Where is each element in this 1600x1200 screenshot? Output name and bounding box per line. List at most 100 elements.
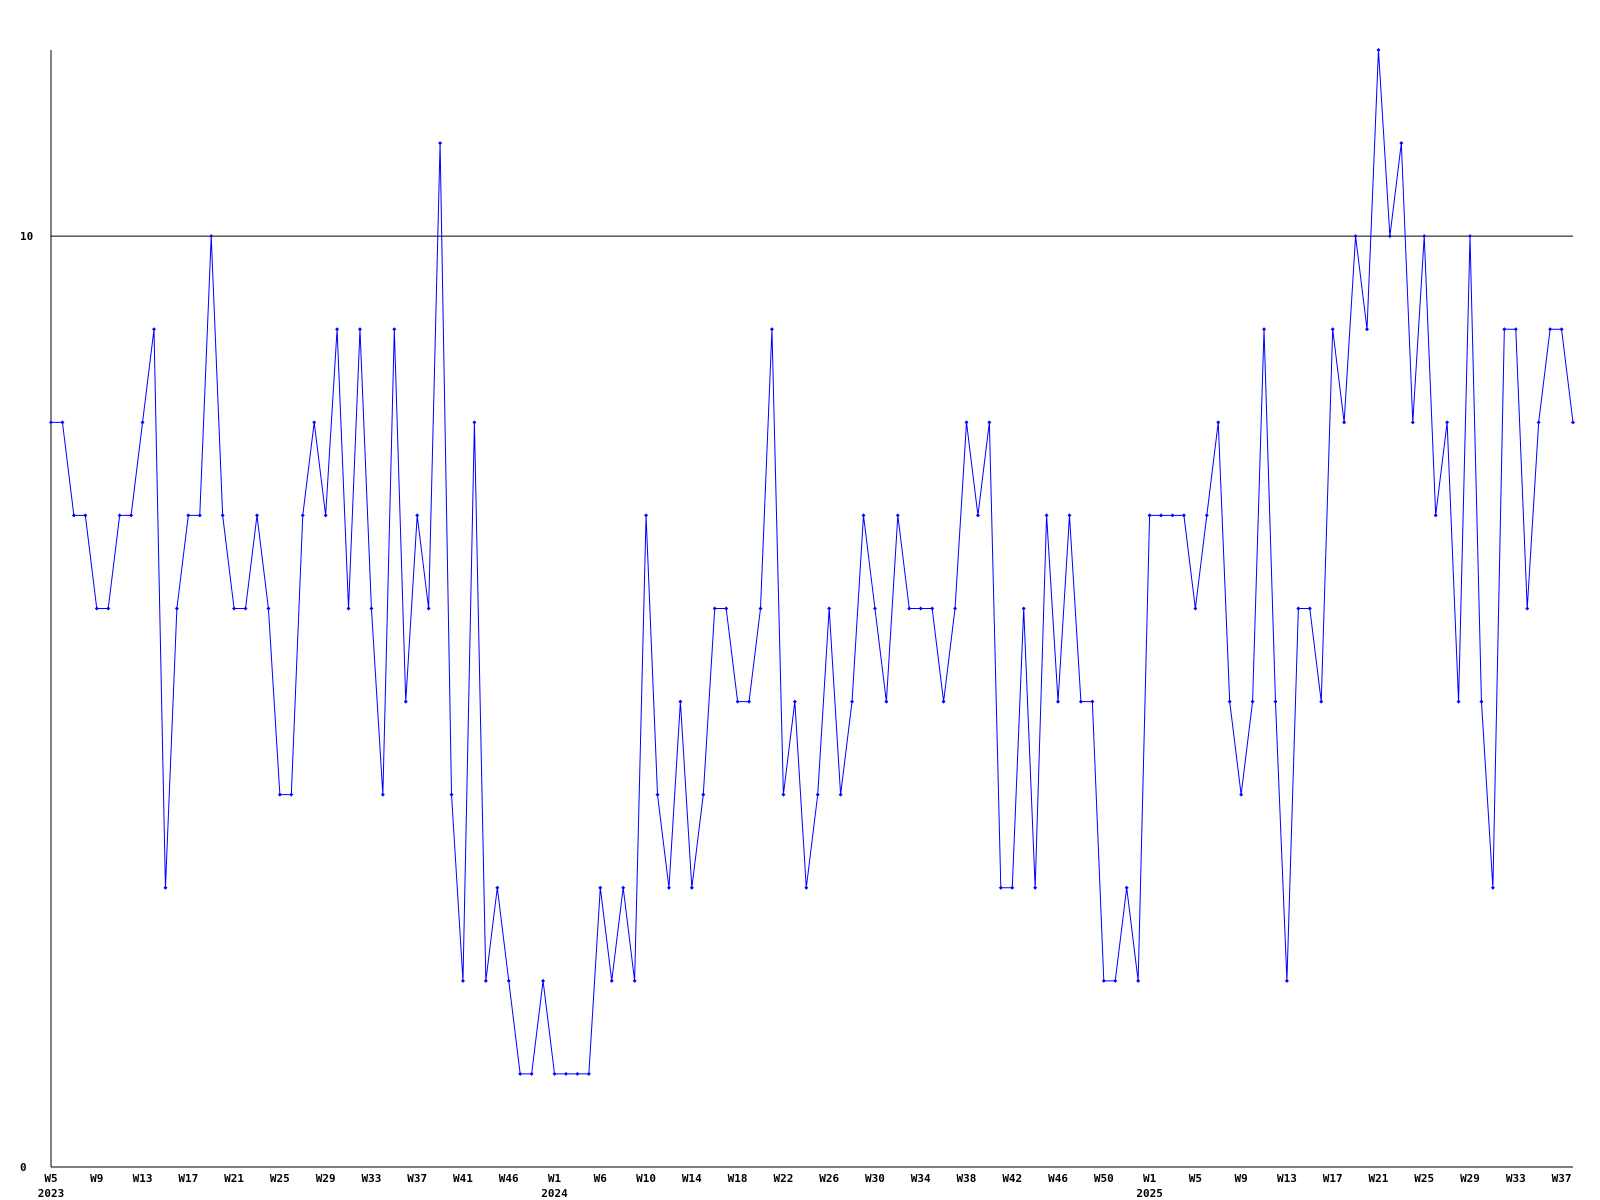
- point: [106, 606, 111, 611]
- point: [518, 1071, 523, 1076]
- x-tick-label: W10: [636, 1172, 656, 1185]
- point: [964, 420, 969, 425]
- point: [335, 327, 340, 332]
- point: [460, 978, 465, 983]
- x-tick-label: W37: [1552, 1172, 1572, 1185]
- point: [438, 141, 443, 146]
- point: [1525, 606, 1530, 611]
- point: [174, 606, 179, 611]
- point: [449, 792, 454, 797]
- x-tick-label: W21: [224, 1172, 244, 1185]
- point: [792, 699, 797, 704]
- x-tick-label: W1: [548, 1172, 562, 1185]
- point: [380, 792, 385, 797]
- point: [49, 420, 53, 425]
- x-tick-label: W29: [316, 1172, 336, 1185]
- point: [506, 978, 511, 983]
- point: [838, 792, 843, 797]
- x-tick-label: W37: [407, 1172, 427, 1185]
- point: [1078, 699, 1083, 704]
- point: [563, 1071, 568, 1076]
- point: [953, 606, 958, 611]
- point: [1170, 513, 1175, 518]
- point: [586, 1071, 591, 1076]
- point: [163, 885, 168, 890]
- point: [1559, 327, 1564, 332]
- point: [1273, 699, 1278, 704]
- point: [1548, 327, 1553, 332]
- point: [1010, 885, 1015, 890]
- point: [1090, 699, 1095, 704]
- point: [1250, 699, 1255, 704]
- point: [655, 792, 660, 797]
- x-tick-label: W1: [1143, 1172, 1157, 1185]
- y-tick-label: 10: [20, 230, 33, 243]
- point: [346, 606, 351, 611]
- point: [1159, 513, 1164, 518]
- point: [1136, 978, 1141, 983]
- x-tick-label: W34: [911, 1172, 931, 1185]
- point: [815, 792, 820, 797]
- x-tick-label: W17: [178, 1172, 198, 1185]
- point: [1147, 513, 1152, 518]
- line: [51, 49, 1574, 1075]
- point: [1181, 513, 1186, 518]
- point: [1284, 978, 1289, 983]
- point: [1490, 885, 1495, 890]
- x-tick-label: W42: [1002, 1172, 1022, 1185]
- point: [1353, 234, 1358, 239]
- point: [1216, 420, 1221, 425]
- point: [1113, 978, 1118, 983]
- point: [884, 699, 889, 704]
- x-tick-label: W30: [865, 1172, 885, 1185]
- point: [987, 420, 992, 425]
- point: [769, 327, 774, 332]
- x-tick-label: W5: [1189, 1172, 1202, 1185]
- point: [575, 1071, 580, 1076]
- point: [666, 885, 671, 890]
- point: [689, 885, 694, 890]
- point: [998, 885, 1003, 890]
- y-tick-label: 0: [20, 1161, 27, 1174]
- x-tick-label: W25: [1414, 1172, 1434, 1185]
- point: [94, 606, 99, 611]
- x-tick-label: W6: [594, 1172, 608, 1185]
- point: [300, 513, 305, 518]
- point: [415, 513, 420, 518]
- point: [609, 978, 614, 983]
- point: [1433, 513, 1438, 518]
- point: [861, 513, 866, 518]
- point: [621, 885, 626, 890]
- point: [701, 792, 706, 797]
- point: [678, 699, 683, 704]
- point: [1319, 699, 1324, 704]
- point: [277, 792, 282, 797]
- point: [632, 978, 637, 983]
- x-tick-label: W46: [1048, 1172, 1068, 1185]
- point: [1330, 327, 1335, 332]
- point: [552, 1071, 557, 1076]
- x-tick-label: W13: [1277, 1172, 1297, 1185]
- point: [781, 792, 786, 797]
- point: [472, 420, 477, 425]
- point: [1376, 48, 1381, 52]
- point: [1387, 234, 1392, 239]
- point: [403, 699, 408, 704]
- x-tick-label: W33: [361, 1172, 381, 1185]
- point: [392, 327, 397, 332]
- point: [243, 606, 248, 611]
- x-sublabel: 2025: [1136, 1187, 1163, 1200]
- point: [1044, 513, 1049, 518]
- point: [186, 513, 191, 518]
- point: [1239, 792, 1244, 797]
- point: [483, 978, 488, 983]
- x-tick-label: W33: [1506, 1172, 1526, 1185]
- point: [312, 420, 317, 425]
- point: [254, 513, 259, 518]
- point: [1307, 606, 1312, 611]
- point: [1365, 327, 1370, 332]
- point: [747, 699, 752, 704]
- point: [1399, 141, 1404, 146]
